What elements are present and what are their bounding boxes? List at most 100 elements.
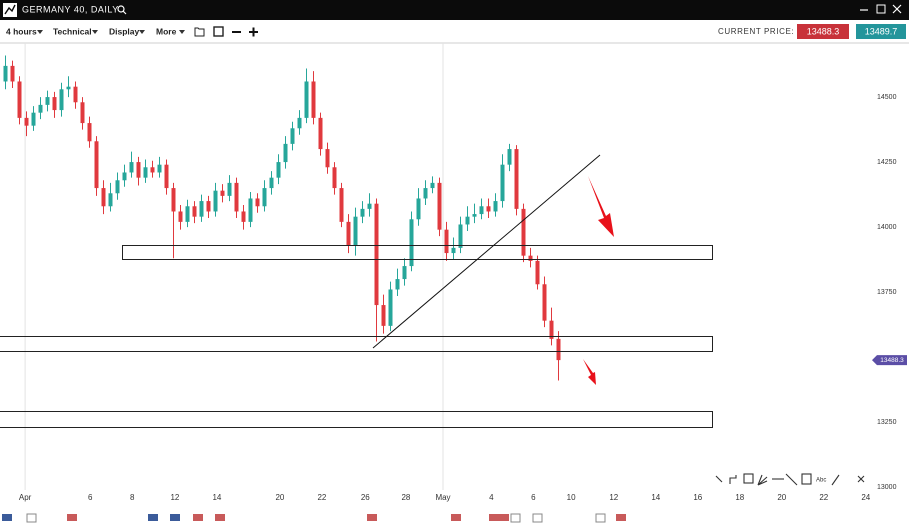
x-tick-label: 6 — [88, 493, 93, 502]
candle-body — [164, 164, 169, 189]
x-tick-label: 20 — [275, 493, 284, 502]
toolbar — [0, 20, 909, 43]
support-zone — [0, 411, 713, 428]
candle-body — [437, 182, 442, 230]
candle-body — [262, 188, 267, 207]
red-arrow — [588, 176, 614, 237]
x-tick-label: May — [435, 493, 450, 502]
caret — [37, 30, 43, 34]
candle-body — [10, 65, 15, 82]
candle-body — [472, 214, 477, 217]
candle-body — [129, 162, 134, 173]
candle-body — [493, 201, 498, 212]
y-tick-label: 14250 — [877, 159, 897, 166]
text-tool[interactable]: Abc — [816, 478, 826, 484]
candle-body — [507, 149, 512, 165]
candle-body — [381, 305, 386, 326]
candle-body — [241, 211, 246, 222]
ask-price[interactable]: 13489.7 — [865, 26, 898, 36]
candle-body — [3, 65, 8, 82]
candle-body — [542, 284, 547, 321]
candle-body — [17, 81, 22, 118]
candle-body — [311, 81, 316, 118]
save-icon[interactable] — [213, 26, 224, 37]
candle-body — [325, 149, 330, 168]
candle-body — [59, 89, 64, 111]
open-icon[interactable] — [194, 27, 205, 37]
candle-body — [374, 203, 379, 306]
candle-body — [80, 102, 85, 124]
x-tick-label: 12 — [170, 493, 179, 502]
candle-body — [402, 266, 407, 280]
x-tick-label: 6 — [531, 493, 536, 502]
restore-icon[interactable] — [876, 4, 886, 14]
y-tick-label: 14500 — [877, 94, 897, 101]
current-price-label: CURRENT PRICE: — [718, 27, 794, 36]
candle-body — [283, 143, 288, 163]
candle-body — [304, 81, 309, 118]
header-bar — [0, 0, 909, 20]
candle-body — [24, 117, 29, 126]
drawing-tools[interactable] — [715, 473, 865, 486]
candle-body — [108, 193, 113, 207]
candle-body — [87, 123, 92, 142]
search-icon[interactable] — [117, 5, 127, 15]
bid-price[interactable]: 13488.3 — [807, 26, 840, 36]
candle-body — [213, 190, 218, 212]
y-tick-label: 14000 — [877, 224, 897, 231]
candle-body — [227, 182, 232, 196]
x-tick-label: Apr — [19, 493, 32, 502]
close-icon[interactable] — [892, 4, 902, 14]
x-tick-label: 8 — [130, 493, 135, 502]
bid-box[interactable] — [797, 24, 849, 39]
x-tick-label: 12 — [609, 493, 618, 502]
candle-body — [297, 117, 302, 129]
candle-body — [290, 128, 295, 144]
candle-body — [360, 208, 365, 217]
event-flags — [2, 513, 626, 523]
instrument-title: GERMANY 40, DAILY — [22, 4, 119, 14]
x-tick-label: 22 — [317, 493, 326, 502]
x-tick-label: 4 — [489, 493, 494, 502]
x-tick-label: 14 — [212, 493, 221, 502]
zoom-in[interactable] — [249, 27, 258, 37]
candle-body — [185, 206, 190, 222]
price-tag — [872, 355, 907, 366]
caret — [139, 30, 145, 34]
candle-body — [150, 167, 155, 173]
candle-body — [31, 112, 36, 126]
candle-body — [115, 180, 120, 194]
candle-body — [73, 86, 78, 103]
menu-item[interactable]: Display — [109, 26, 140, 36]
caret — [92, 30, 98, 34]
menu-item[interactable]: Technical — [53, 26, 92, 36]
x-tick-label: 26 — [361, 493, 370, 502]
candle-body — [332, 167, 337, 189]
x-tick-label: 24 — [861, 493, 870, 502]
ask-box[interactable] — [856, 24, 906, 39]
candle-body — [521, 208, 526, 256]
logo-mark — [4, 4, 16, 15]
candle-body — [248, 198, 253, 222]
candle-body — [458, 224, 463, 248]
candle-body — [136, 162, 141, 178]
plot-area: Apr 6 8 12 14 20 22 26 28 May 4 6 10 12 14 16 18 20 22 24 13… — [3, 43, 897, 502]
candle-body — [465, 216, 470, 225]
candle-body — [388, 289, 393, 326]
candle-body — [444, 229, 449, 254]
candle-body — [500, 164, 505, 202]
trend-line — [372, 154, 601, 349]
menu-item[interactable]: More — [156, 26, 177, 36]
candle-body — [234, 182, 239, 212]
candle-body — [486, 206, 491, 212]
x-tick-label: 16 — [693, 493, 702, 502]
y-tick-label: 13000 — [877, 484, 897, 491]
timeframe-menu[interactable]: 4 hours — [6, 26, 37, 36]
candle-body — [199, 201, 204, 217]
candle-body — [535, 260, 540, 285]
x-tick-label: 28 — [401, 493, 410, 502]
candle-body — [423, 188, 428, 199]
caret — [179, 30, 185, 34]
